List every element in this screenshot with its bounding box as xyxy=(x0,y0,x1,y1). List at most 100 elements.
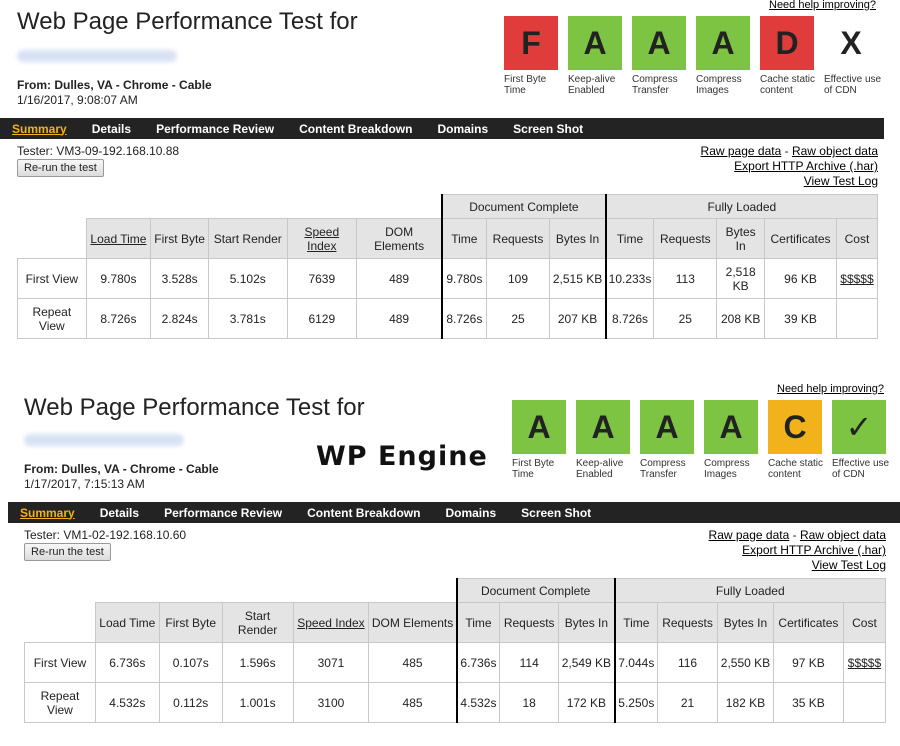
cost-link[interactable]: $$$$$ xyxy=(842,642,887,683)
grade-badge: A xyxy=(512,400,566,454)
grade-badge: A xyxy=(632,16,686,70)
grade-compress-transfer[interactable]: A Compress Transfer xyxy=(640,400,704,480)
table-cell: 489 xyxy=(356,258,443,299)
tab-summary[interactable]: Summary xyxy=(12,121,67,136)
table-cell: 485 xyxy=(368,682,458,723)
grade-label: Compress Images xyxy=(704,458,750,480)
grade-compress-images[interactable]: A Compress Images xyxy=(696,16,760,96)
table-cell: 8.726s xyxy=(441,298,487,339)
table-cell: 3100 xyxy=(292,682,370,723)
page-title: Web Page Performance Test for xyxy=(24,394,365,421)
col-full-requests: Requests xyxy=(657,602,719,643)
check-icon: ✓ xyxy=(832,400,886,454)
grade-keep-alive[interactable]: A Keep-alive Enabled xyxy=(576,400,640,480)
raw-object-data-link[interactable]: Raw object data xyxy=(799,528,886,542)
rerun-test-button[interactable]: Re-run the test xyxy=(24,543,111,561)
grade-strip: A First Byte Time A Keep-alive Enabled A… xyxy=(512,400,896,480)
tab-summary[interactable]: Summary xyxy=(20,505,75,520)
col-full-time: Time xyxy=(604,218,655,259)
tab-details[interactable]: Details xyxy=(99,505,140,520)
export-har-link[interactable]: Export HTTP Archive (.har) xyxy=(734,159,878,173)
table-row: Repeat View 4.532s 0.112s 1.001s 3100 48… xyxy=(24,682,887,723)
grade-cache-static[interactable]: D Cache static content xyxy=(760,16,824,96)
table-row: First View 9.780s 3.528s 5.102s 7639 489… xyxy=(17,258,879,299)
table-cell: 5.250s xyxy=(613,682,659,723)
link-separator: - xyxy=(789,528,800,542)
grade-label: Compress Transfer xyxy=(640,458,686,480)
help-improving-link[interactable]: Need help improving? xyxy=(769,0,877,11)
table-cell: 489 xyxy=(356,298,443,339)
grade-first-byte[interactable]: A First Byte Time xyxy=(512,400,576,480)
tester-info: Tester: VM1-02-192.168.10.60 xyxy=(24,528,187,542)
table-cell: 6129 xyxy=(286,298,358,339)
rerun-test-button[interactable]: Re-run the test xyxy=(17,159,104,177)
grade-label: Cache static content xyxy=(760,74,816,96)
table-cell: 2,549 KB xyxy=(558,642,616,683)
table-cell: 4.532s xyxy=(455,682,501,723)
tab-performance-review[interactable]: Performance Review xyxy=(156,121,275,136)
table-cell xyxy=(842,682,887,723)
grade-label: First Byte Time xyxy=(504,74,547,96)
grade-compress-images[interactable]: A Compress Images xyxy=(704,400,768,480)
raw-page-data-link[interactable]: Raw page data xyxy=(708,528,790,542)
grade-cdn[interactable]: ✓ Effective use of CDN xyxy=(832,400,896,480)
col-doc-bytes: Bytes In xyxy=(558,602,616,643)
results-table: Document Complete Fully Loaded Load Time… xyxy=(24,578,887,723)
grade-badge: X xyxy=(824,16,878,70)
col-speed-index[interactable]: Speed Index xyxy=(292,602,370,643)
grade-badge: D xyxy=(760,16,814,70)
grade-label: Compress Transfer xyxy=(632,74,678,96)
grade-label: First Byte Time xyxy=(512,458,555,480)
table-cell: 109 xyxy=(485,258,551,299)
raw-page-data-link[interactable]: Raw page data xyxy=(700,144,782,158)
result-tabs: Summary Details Performance Review Conte… xyxy=(8,502,900,523)
col-load-time[interactable]: Load Time xyxy=(85,218,152,259)
grade-cdn[interactable]: X Effective use of CDN xyxy=(824,16,888,96)
table-cell: 35 KB xyxy=(772,682,844,723)
tab-screen-shot[interactable]: Screen Shot xyxy=(513,121,584,136)
blurred-url xyxy=(24,434,184,446)
result-tabs: Summary Details Performance Review Conte… xyxy=(0,118,884,139)
table-cell: 18 xyxy=(499,682,560,723)
table-cell: 6.736s xyxy=(455,642,501,683)
table-cell: 2,515 KB xyxy=(549,258,607,299)
table-cell: 3.528s xyxy=(150,258,210,299)
raw-object-data-link[interactable]: Raw object data xyxy=(791,144,878,158)
row-label: Repeat View xyxy=(24,682,96,723)
grade-first-byte[interactable]: F First Byte Time xyxy=(504,16,568,96)
help-improving-link[interactable]: Need help improving? xyxy=(777,383,885,395)
grade-keep-alive[interactable]: A Keep-alive Enabled xyxy=(568,16,632,96)
tab-performance-review[interactable]: Performance Review xyxy=(164,505,283,520)
page-title: Web Page Performance Test for xyxy=(17,8,358,35)
row-label: First View xyxy=(24,642,96,683)
tab-screen-shot[interactable]: Screen Shot xyxy=(521,505,592,520)
table-cell: 2,550 KB xyxy=(717,642,774,683)
tab-content-breakdown[interactable]: Content Breakdown xyxy=(299,121,413,136)
table-cell: 2,518 KB xyxy=(716,258,766,299)
grade-cache-static[interactable]: C Cache static content xyxy=(768,400,832,480)
col-first-byte: First Byte xyxy=(150,218,210,259)
table-cell: 7.044s xyxy=(613,642,659,683)
view-test-log-link[interactable]: View Test Log xyxy=(811,558,886,572)
export-har-link[interactable]: Export HTTP Archive (.har) xyxy=(742,543,886,557)
cost-link[interactable]: $$$$$ xyxy=(835,258,879,299)
table-row: Repeat View 8.726s 2.824s 3.781s 6129 48… xyxy=(17,298,879,339)
group-document-complete: Document Complete xyxy=(441,194,607,219)
table-cell: 0.107s xyxy=(158,642,223,683)
tab-content-breakdown[interactable]: Content Breakdown xyxy=(307,505,421,520)
col-full-time: Time xyxy=(613,602,659,643)
table-cell: 6.736s xyxy=(94,642,160,683)
table-cell: 114 xyxy=(499,642,560,683)
tab-domains[interactable]: Domains xyxy=(445,505,497,520)
view-test-log-link[interactable]: View Test Log xyxy=(803,174,878,188)
col-full-bytes: Bytes In xyxy=(716,218,766,259)
tab-details[interactable]: Details xyxy=(91,121,132,136)
grade-compress-transfer[interactable]: A Compress Transfer xyxy=(632,16,696,96)
grade-badge: A xyxy=(704,400,758,454)
tab-domains[interactable]: Domains xyxy=(437,121,489,136)
col-speed-index[interactable]: Speed Index xyxy=(286,218,358,259)
table-cell: 1.596s xyxy=(221,642,294,683)
col-cost: Cost xyxy=(835,218,879,259)
table-cell: 8.726s xyxy=(85,298,152,339)
test-location: From: Dulles, VA - Chrome - Cable xyxy=(17,78,212,92)
